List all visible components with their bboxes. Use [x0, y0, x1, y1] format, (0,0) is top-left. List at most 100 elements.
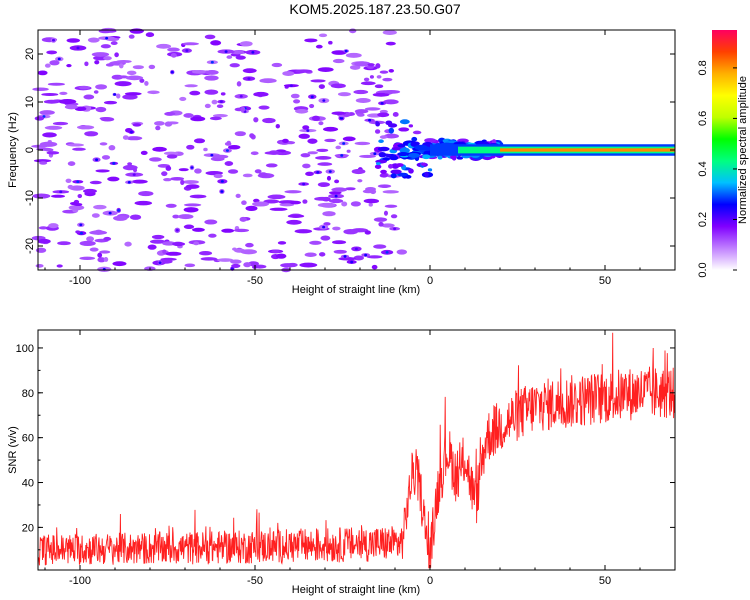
noise-blob — [383, 210, 388, 216]
noise-blob — [95, 84, 108, 90]
noise-blob-core — [364, 253, 368, 257]
noise-blob — [129, 214, 142, 220]
noise-blob — [381, 223, 395, 228]
noise-blob — [324, 138, 337, 143]
noise-blob — [360, 81, 376, 86]
noise-blob — [68, 204, 85, 211]
noise-blob — [294, 229, 313, 234]
noise-blob — [315, 44, 323, 49]
noise-blob — [216, 104, 224, 108]
noise-blob — [179, 96, 187, 102]
noise-blob-core — [343, 255, 347, 258]
noise-blob — [133, 168, 138, 173]
noise-blob — [315, 156, 332, 160]
noise-blob — [66, 64, 72, 68]
spectrogram-xlabel: Height of straight line (km) — [292, 284, 420, 296]
noise-blob — [243, 262, 252, 268]
noise-blob — [378, 221, 384, 227]
noise-blob — [125, 75, 144, 81]
noise-blob — [282, 138, 289, 143]
transition-blob — [379, 173, 388, 178]
noise-blob — [309, 103, 315, 109]
noise-blob — [354, 61, 371, 67]
noise-blob — [300, 153, 311, 158]
signal-band-core — [500, 148, 675, 152]
transition-blob — [411, 136, 418, 142]
noise-blob-core — [105, 36, 109, 40]
noise-blob — [35, 264, 44, 268]
noise-blob — [323, 222, 331, 226]
noise-blob — [271, 249, 281, 254]
transition-blob — [378, 139, 384, 144]
noise-blob — [107, 176, 120, 182]
transition-blob — [385, 120, 393, 126]
noise-blob — [72, 147, 86, 151]
noise-blob — [97, 257, 106, 263]
noise-blob — [374, 129, 381, 134]
transition-blob — [397, 172, 408, 177]
noise-blob — [382, 77, 393, 82]
noise-blob — [392, 111, 399, 117]
noise-blob — [193, 241, 200, 246]
noise-blob — [265, 163, 278, 168]
transition-blob — [408, 124, 414, 128]
transition-blob — [427, 168, 433, 172]
noise-blob — [49, 60, 60, 66]
spectrogram-marks — [31, 27, 675, 273]
noise-blob — [84, 61, 89, 67]
noise-blob — [94, 60, 100, 65]
y-tick-label: 80 — [22, 388, 34, 400]
noise-blob — [236, 81, 242, 87]
noise-blob — [354, 141, 371, 146]
noise-blob — [374, 84, 384, 89]
noise-blob — [105, 63, 114, 67]
noise-blob — [193, 138, 206, 144]
noise-blob — [140, 150, 148, 155]
x-tick-label: 50 — [599, 575, 611, 587]
noise-blob-core — [380, 101, 384, 105]
noise-blob — [331, 50, 347, 55]
noise-blob — [122, 135, 129, 140]
noise-blob — [295, 69, 313, 73]
noise-blob — [99, 250, 111, 254]
noise-blob — [172, 214, 180, 219]
transition-blob — [397, 144, 406, 148]
noise-blob — [259, 78, 277, 84]
noise-blob — [382, 190, 399, 194]
noise-blob — [163, 178, 172, 182]
transition-core — [422, 154, 431, 160]
noise-blob-core — [79, 223, 83, 227]
noise-blob-core — [340, 154, 344, 157]
noise-blob-core — [251, 51, 255, 54]
noise-blob — [385, 41, 396, 46]
noise-blob-core — [224, 50, 228, 53]
snr-marks — [37, 332, 676, 569]
noise-blob — [269, 207, 288, 211]
x-tick-label: 0 — [427, 275, 433, 287]
noise-blob-core — [393, 227, 397, 231]
page-title: KOM5.2025.187.23.50.G07 — [289, 1, 461, 17]
snr-series-line — [37, 332, 676, 569]
noise-blob — [139, 78, 145, 83]
noise-blob — [110, 41, 118, 46]
noise-blob — [314, 196, 331, 201]
noise-blob — [127, 162, 133, 166]
noise-blob — [204, 89, 219, 95]
noise-blob — [252, 201, 269, 207]
noise-blob — [245, 242, 254, 248]
transition-blob — [375, 162, 381, 166]
noise-blob — [310, 79, 326, 83]
noise-blob-core — [185, 49, 189, 52]
noise-blob — [220, 92, 226, 96]
noise-blob — [38, 226, 48, 230]
noise-blob — [289, 200, 302, 205]
snr-ylabel: SNR (v/v) — [7, 426, 19, 474]
y-tick-label: -20 — [24, 238, 36, 254]
noise-blob — [341, 201, 348, 207]
transition-core — [408, 152, 420, 159]
noise-blob — [178, 168, 189, 172]
noise-blob — [103, 236, 112, 241]
noise-blob — [152, 146, 167, 152]
colorbar-label: Normalized spectral amplitude — [737, 76, 749, 224]
noise-blob — [124, 241, 132, 247]
